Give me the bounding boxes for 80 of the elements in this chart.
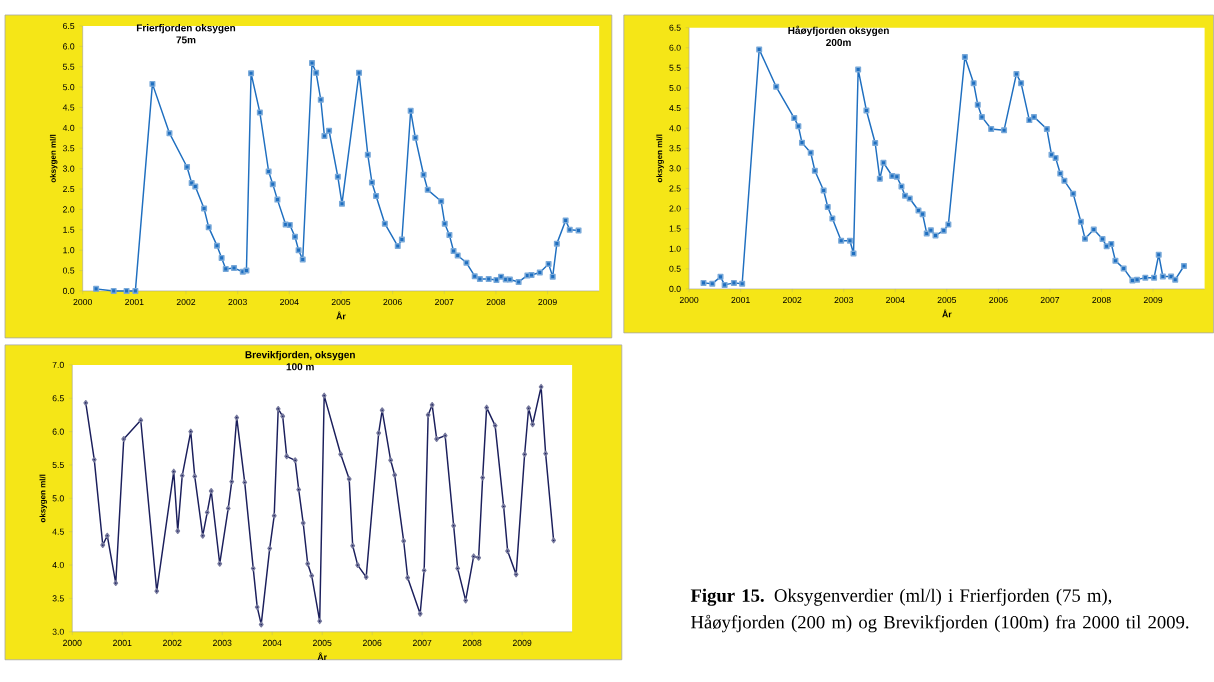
y-tick-label: 2.5: [669, 185, 681, 192]
y-axis-title: oksygen ml/l: [656, 134, 664, 183]
chart-title: Frierfjorden oksygen: [136, 24, 236, 34]
x-tick-label: 2007: [1040, 297, 1060, 304]
y-tick-label: 6.0: [669, 44, 681, 51]
y-axis-title: oksygen ml/l: [39, 474, 48, 523]
x-tick-label: 2006: [383, 299, 402, 306]
x-tick-label: 2002: [782, 297, 802, 304]
y-tick-label: 4.0: [52, 562, 64, 569]
x-tick-label: 2005: [313, 639, 332, 647]
y-tick-label: 3.0: [62, 165, 75, 172]
x-tick-label: 2000: [679, 297, 699, 304]
y-tick-label: 3.0: [669, 165, 681, 172]
y-tick-label: 2.0: [63, 206, 75, 213]
y-tick-label: 0.5: [669, 265, 681, 272]
x-tick-label: 2000: [73, 299, 92, 306]
y-tick-label: 1.5: [63, 226, 75, 233]
y-tick-label: 6.5: [669, 24, 681, 31]
y-tick-label: 3.5: [669, 145, 681, 152]
y-tick-label: 2.5: [63, 186, 75, 193]
x-tick-label: 2009: [1143, 297, 1163, 304]
y-tick-label: 4.5: [52, 528, 64, 535]
y-tick-label: 7.0: [52, 361, 64, 369]
y-tick-label: 1.5: [669, 225, 681, 232]
x-axis-title: År: [942, 309, 952, 318]
x-tick-label: 2006: [362, 639, 382, 647]
y-tick-label: 1.0: [669, 245, 681, 252]
y-tick-label: 4.5: [669, 105, 681, 112]
x-tick-label: 2000: [63, 639, 82, 647]
y-tick-label: 6.0: [63, 43, 75, 50]
y-tick-label: 3.5: [52, 595, 64, 602]
y-tick-label: 6.0: [52, 428, 64, 435]
y-tick-label: 4.0: [669, 125, 681, 132]
y-tick-label: 6.5: [63, 23, 75, 30]
x-tick-label: 2009: [512, 639, 532, 647]
text: 75m: [176, 36, 196, 44]
y-tick-label: 4.0: [62, 124, 75, 132]
x-tick-label: 2008: [1092, 297, 1111, 304]
x-tick-label: 2003: [213, 639, 232, 647]
y-tick-label: 2.0: [669, 205, 681, 212]
y-tick-label: 3.5: [62, 145, 75, 152]
x-tick-label: 2004: [263, 639, 282, 647]
x-tick-label: 2004: [280, 299, 299, 306]
text: Figur 15. Oksygenverdier (ml/l) i Frierfjorden (75 m), Håøyfjorden (200 m) og Brevikfjorden (100m) fra 2000 til 2009.: [690, 588, 1189, 633]
x-tick-label: 2005: [331, 299, 351, 306]
x-tick-label: 2002: [163, 639, 182, 647]
x-tick-label: 2008: [462, 639, 482, 647]
x-tick-label: 2002: [176, 299, 196, 306]
y-tick-label: 1.0: [63, 247, 75, 254]
y-tick-label: 5.5: [62, 63, 75, 70]
chart-subtitle: 100 m: [286, 363, 314, 371]
y-tick-label: 5.5: [52, 462, 64, 469]
y-tick-label: 0.0: [669, 285, 681, 293]
x-tick-label: 2007: [435, 299, 454, 306]
x-tick-label: 2005: [937, 297, 957, 304]
x-tick-label: 2001: [113, 639, 132, 647]
y-tick-label: 3.0: [52, 628, 64, 635]
y-tick-label: 6.5: [52, 395, 64, 402]
x-tick-label: 2001: [731, 297, 750, 304]
x-tick-label: 2001: [125, 299, 144, 306]
y-tick-label: 5.0: [669, 85, 681, 92]
x-tick-label: 2003: [228, 299, 247, 306]
x-tick-label: 2006: [989, 297, 1008, 304]
x-tick-label: 2007: [412, 639, 432, 647]
x-tick-label: 2003: [834, 297, 853, 304]
chart-title: Brevikfjorden, oksygen: [245, 351, 355, 361]
y-tick-label: 5.0: [52, 495, 64, 502]
x-tick-label: 2008: [486, 299, 506, 306]
x-tick-label: 2004: [886, 297, 905, 304]
y-tick-label: 0.0: [62, 287, 75, 295]
text: 200m: [826, 39, 851, 47]
chart-title: Håøyfjorden oksygen: [788, 25, 889, 37]
y-axis-title: oksygen ml/l: [49, 134, 58, 183]
x-axis-title: År: [317, 652, 327, 661]
x-tick-label: 2009: [538, 299, 557, 306]
y-tick-label: 4.5: [62, 104, 75, 111]
y-tick-label: 5.0: [62, 84, 75, 91]
x-axis-title: År: [336, 311, 346, 320]
y-tick-label: 5.5: [669, 64, 681, 72]
y-tick-label: 0.5: [62, 267, 75, 274]
